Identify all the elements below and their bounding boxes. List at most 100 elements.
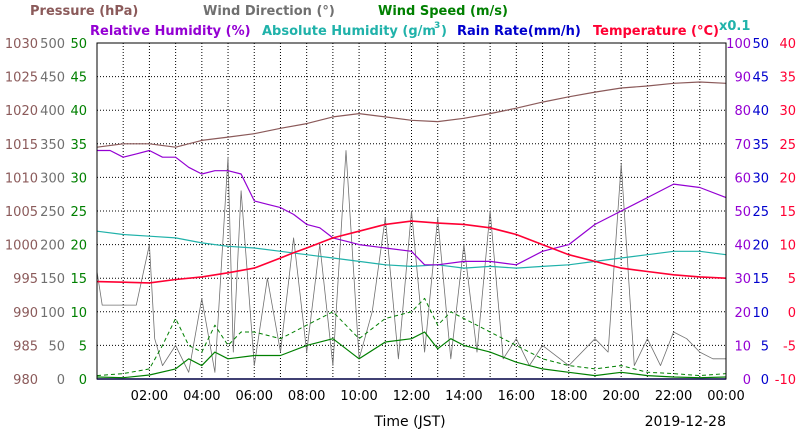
legend-absolute-humidity: Absolute Humidity (g/m xyxy=(262,24,436,39)
tick-wind-direction: 300 xyxy=(40,171,65,186)
tick-rain-rate: 45 xyxy=(752,71,769,86)
tick-pressure: 1020 xyxy=(5,104,38,119)
tick-rain-rate: 50 xyxy=(752,37,769,52)
tick-relative-humidity: 100 xyxy=(726,37,751,52)
tick-relative-humidity: 90 xyxy=(734,71,751,86)
tick-wind-direction: 100 xyxy=(40,306,65,321)
tick-pressure: 990 xyxy=(13,306,38,321)
tick-wind-speed: 0 xyxy=(79,373,87,388)
plot-frame xyxy=(96,42,727,380)
tick-temperature: 0 xyxy=(788,306,796,321)
tick-relative-humidity: 80 xyxy=(734,104,751,119)
x-axis-label: Time (JST) xyxy=(373,414,445,430)
legend-wind-speed: Wind Speed (m/s) xyxy=(378,4,508,19)
tick-pressure: 985 xyxy=(13,339,38,354)
tick-rain-rate: 35 xyxy=(752,138,769,153)
legend-absolute-humidity-close: ) xyxy=(441,24,447,39)
legend-pressure: Pressure (hPa) xyxy=(30,4,138,19)
tick-rain-rate: 10 xyxy=(752,306,769,321)
tick-time: 10:00 xyxy=(340,389,377,404)
series-absolute-humidity-x0-1 xyxy=(96,230,727,269)
tick-temperature: 10 xyxy=(779,239,796,254)
tick-rain-rate: 40 xyxy=(752,104,769,119)
tick-wind-direction: 50 xyxy=(48,339,65,354)
tick-temperature: 5 xyxy=(788,272,796,287)
tick-rain-rate: 0 xyxy=(761,373,769,388)
tick-time: 04:00 xyxy=(183,389,220,404)
legend-abs-humidity-scale: x0.1 xyxy=(719,19,750,34)
tick-relative-humidity: 10 xyxy=(734,339,751,354)
tick-wind-speed: 50 xyxy=(70,37,87,52)
legend-temperature: Temperature (°C) xyxy=(593,24,719,39)
tick-relative-humidity: 50 xyxy=(734,205,751,220)
tick-time: 22:00 xyxy=(655,389,692,404)
tick-wind-direction: 350 xyxy=(40,138,65,153)
tick-relative-humidity: 60 xyxy=(734,171,751,186)
legend-relative-humidity: Relative Humidity (%) xyxy=(90,24,251,39)
tick-wind-direction: 0 xyxy=(57,373,65,388)
series-relative-humidity xyxy=(97,149,727,266)
series-pressure-hpa xyxy=(96,81,727,148)
tick-wind-speed: 10 xyxy=(70,306,87,321)
tick-wind-speed: 30 xyxy=(70,171,87,186)
tick-wind-speed: 35 xyxy=(70,138,87,153)
tick-wind-direction: 250 xyxy=(40,205,65,220)
tick-wind-speed: 25 xyxy=(70,205,87,220)
tick-wind-direction: 400 xyxy=(40,104,65,119)
tick-pressure: 1025 xyxy=(5,71,38,86)
tick-wind-direction: 150 xyxy=(40,272,65,287)
tick-wind-direction: 450 xyxy=(40,71,65,86)
tick-time: 18:00 xyxy=(550,389,587,404)
chart-date: 2019-12-28 xyxy=(645,414,726,430)
tick-pressure: 1030 xyxy=(5,37,38,52)
tick-rain-rate: 5 xyxy=(761,339,769,354)
tick-labels: 1030102510201015101010051000995990985980… xyxy=(5,37,796,404)
tick-wind-speed: 15 xyxy=(70,272,87,287)
series-wind-direction xyxy=(96,150,726,373)
legend-rain-rate: Rain Rate(mm/h) xyxy=(457,24,581,39)
tick-time: 06:00 xyxy=(236,389,273,404)
tick-time: 02:00 xyxy=(131,389,168,404)
series-temperature-c xyxy=(96,220,727,284)
tick-relative-humidity: 20 xyxy=(734,306,751,321)
tick-relative-humidity: 30 xyxy=(734,272,751,287)
tick-temperature: 20 xyxy=(779,171,796,186)
tick-pressure: 1010 xyxy=(5,171,38,186)
tick-relative-humidity: 70 xyxy=(734,138,751,153)
tick-wind-speed: 45 xyxy=(70,71,87,86)
tick-time: 20:00 xyxy=(602,389,639,404)
tick-time: 08:00 xyxy=(288,389,325,404)
tick-time: 12:00 xyxy=(393,389,430,404)
tick-rain-rate: 15 xyxy=(752,272,769,287)
tick-wind-direction: 200 xyxy=(40,239,65,254)
tick-temperature: -10 xyxy=(775,373,796,388)
tick-rain-rate: 30 xyxy=(752,171,769,186)
legend-absolute-humidity-sup: 3 xyxy=(434,21,440,31)
tick-temperature: 25 xyxy=(779,138,796,153)
tick-rain-rate: 25 xyxy=(752,205,769,220)
tick-temperature: 35 xyxy=(779,71,796,86)
tick-temperature: 15 xyxy=(779,205,796,220)
tick-pressure: 1005 xyxy=(5,205,38,220)
tick-pressure: 995 xyxy=(13,272,38,287)
tick-wind-speed: 20 xyxy=(70,239,87,254)
tick-temperature: -5 xyxy=(783,339,796,354)
tick-temperature: 30 xyxy=(779,104,796,119)
tick-temperature: 40 xyxy=(779,37,796,52)
tick-pressure: 980 xyxy=(13,373,38,388)
tick-pressure: 1000 xyxy=(5,239,38,254)
tick-wind-speed: 5 xyxy=(79,339,87,354)
tick-wind-speed: 40 xyxy=(70,104,87,119)
tick-time: 00:00 xyxy=(707,389,744,404)
tick-rain-rate: 20 xyxy=(752,239,769,254)
tick-pressure: 1015 xyxy=(5,138,38,153)
tick-relative-humidity: 0 xyxy=(743,373,751,388)
tick-wind-direction: 500 xyxy=(40,37,65,52)
series-wind-speed-m-s-mean xyxy=(96,331,727,379)
tick-time: 14:00 xyxy=(445,389,482,404)
tick-time: 16:00 xyxy=(498,389,535,404)
series-wind-speed-m-s-gust xyxy=(96,297,727,377)
tick-relative-humidity: 40 xyxy=(734,239,751,254)
